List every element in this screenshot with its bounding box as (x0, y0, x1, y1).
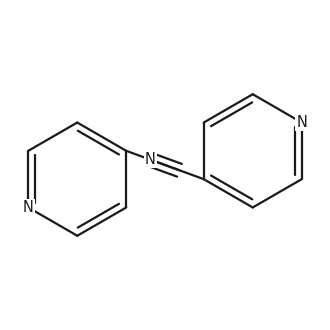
Text: N: N (145, 152, 156, 167)
Text: N: N (23, 200, 34, 215)
Text: N: N (296, 115, 307, 130)
